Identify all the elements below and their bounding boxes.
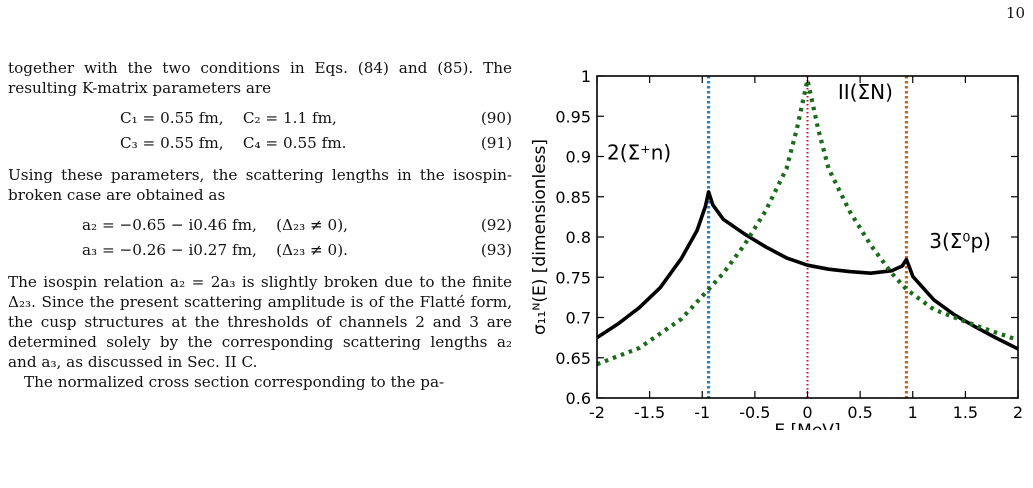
text-column: together with the two conditions in Eqs.… [8, 58, 512, 392]
y-tick-label: 0.9 [566, 148, 591, 167]
x-tick-label: 1 [908, 403, 918, 422]
equation-90-body: C₁ = 0.55 fm, C₂ = 1.1 fm, [120, 109, 337, 127]
paragraph-1: together with the two conditions in Eqs.… [8, 59, 512, 97]
equation-93-number: (93) [480, 241, 512, 259]
y-tick-label: 0.95 [555, 107, 591, 126]
equation-92-body: a₂ = −0.65 − i0.46 fm, (Δ₂₃ ≠ 0), [82, 216, 348, 234]
y-tick-label: 0.7 [566, 309, 591, 328]
x-tick-label: -1 [694, 403, 710, 422]
x-tick-label: 0.5 [847, 403, 872, 422]
annotation-3: 3(Σ⁰p) [929, 229, 991, 253]
equation-92: a₂ = −0.65 − i0.46 fm, (Δ₂₃ ≠ 0), (92) [8, 215, 512, 235]
equation-90: C₁ = 0.55 fm, C₂ = 1.1 fm, (90) [8, 108, 512, 128]
y-tick-label: 0.65 [555, 349, 591, 368]
paragraph-2: Using these parameters, the scattering l… [8, 166, 512, 204]
x-axis-label: E [MeV] [774, 421, 840, 430]
x-tick-label: -1.5 [634, 403, 665, 422]
y-tick-label: 0.6 [566, 389, 591, 408]
axis-ticks: -2 -1.5 -1 -0.5 0 0.5 1 1.5 2 0.6 0.65 0.7 0.75 0.8 0.… [555, 67, 1023, 422]
equation-91: C₃ = 0.55 fm, C₄ = 0.55 fm. (91) [8, 133, 512, 153]
annotation-2: 2(Σ⁺n) [607, 140, 671, 164]
x-tick-label: -2 [589, 403, 605, 422]
page-number: 10 [1006, 4, 1026, 22]
equation-90-number: (90) [480, 109, 512, 127]
equation-block-2: a₂ = −0.65 − i0.46 fm, (Δ₂₃ ≠ 0), (92) a… [8, 215, 512, 260]
threshold-lines [706, 76, 909, 398]
y-tick-label: 0.8 [566, 228, 591, 247]
equation-93-body: a₃ = −0.26 − i0.27 fm, (Δ₂₃ ≠ 0). [82, 241, 348, 259]
equation-92-number: (92) [480, 216, 512, 234]
annotations: II(ΣN) 2(Σ⁺n) 3(Σ⁰p) [607, 80, 991, 253]
equation-block-1: C₁ = 0.55 fm, C₂ = 1.1 fm, (90) C₃ = 0.5… [8, 108, 512, 153]
y-axis-label: σ₁₁ᴺ(E) [dimensionless] [530, 139, 550, 335]
x-tick-label: 0 [802, 403, 812, 422]
x-tick-label: 2 [1013, 403, 1023, 422]
equation-91-body: C₃ = 0.55 fm, C₄ = 0.55 fm. [120, 134, 347, 152]
cross-section-chart: -2 -1.5 -1 -0.5 0 0.5 1 1.5 2 0.6 0.65 0.7 0.75 0.8 0.… [530, 67, 1023, 441]
paragraph-4: The normalized cross section correspondi… [24, 373, 445, 391]
y-tick-label: 0.75 [555, 268, 591, 287]
series-line-1 [596, 190, 1019, 351]
x-tick-label: -0.5 [739, 403, 770, 422]
y-tick-label: 1 [581, 67, 591, 86]
y-tick-label: 0.85 [555, 188, 591, 207]
annotation-1: II(ΣN) [838, 80, 893, 104]
equation-93: a₃ = −0.26 − i0.27 fm, (Δ₂₃ ≠ 0). (93) [8, 240, 512, 260]
series-lines [596, 77, 1019, 367]
equation-91-number: (91) [480, 134, 512, 152]
paragraph-3: The isospin relation a₂ = 2a₃ is slightl… [8, 273, 512, 371]
figure-cross-section: -2 -1.5 -1 -0.5 0 0.5 1 1.5 2 0.6 0.65 0.7 0.75 0.8 0.… [525, 60, 1030, 441]
series-line-2 [596, 77, 1019, 367]
x-tick-label: 1.5 [953, 403, 978, 422]
